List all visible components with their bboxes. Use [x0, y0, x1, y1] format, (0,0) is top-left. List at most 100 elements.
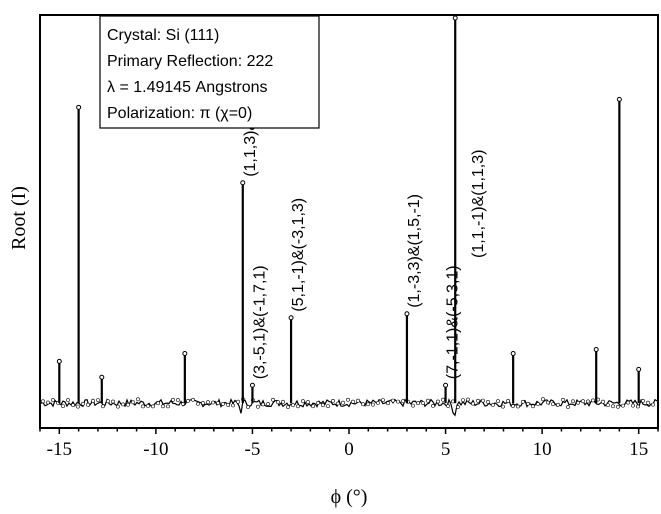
noise-point: [121, 402, 125, 407]
noise-point: [591, 398, 595, 403]
noise-point: [366, 402, 370, 407]
noise-point: [441, 397, 445, 402]
noise-point: [276, 400, 280, 405]
noise-point: [506, 399, 510, 403]
noise-point: [646, 400, 650, 405]
noise-point: [271, 397, 275, 402]
noise-point: [161, 404, 165, 409]
noise-point: [306, 400, 310, 404]
noise-point: [456, 405, 460, 409]
noise-point: [531, 404, 535, 409]
noise-point: [286, 405, 290, 409]
noise-point: [586, 399, 590, 404]
noise-point: [106, 399, 110, 404]
noise-point: [136, 397, 140, 402]
peaks: [56, 15, 642, 404]
noise-point: [491, 402, 495, 407]
peak-point: [593, 346, 599, 352]
peak-annotation: (1,-3,3)&(1,5,-1): [406, 194, 423, 308]
peak-annotations: (1,1,3)&(1,1,-1)(3,-5,1)&(-1,7,1)(5,1,-1…: [242, 68, 487, 379]
noise-point: [326, 404, 330, 409]
noise-point: [41, 399, 45, 404]
baseline-noise: [40, 397, 658, 417]
noise-point: [61, 404, 65, 409]
noise-point: [281, 399, 285, 404]
peak-point: [182, 350, 188, 356]
noise-point: [166, 404, 170, 409]
noise-point: [391, 398, 395, 403]
noise-point: [146, 403, 150, 408]
noise-point: [351, 399, 355, 404]
noise-point: [76, 404, 80, 409]
x-tick-label: -5: [245, 439, 261, 460]
info-line-2: Primary Reflection: 222: [107, 53, 273, 70]
noise-point: [211, 400, 215, 405]
noise-point: [566, 405, 570, 409]
x-tick-label: -15: [47, 439, 72, 460]
peak-point: [510, 350, 516, 356]
noise-point: [151, 404, 155, 409]
noise-point: [171, 397, 175, 402]
noise-point: [486, 399, 490, 404]
noise-point: [66, 398, 70, 402]
peak-point: [616, 96, 622, 102]
noise-point: [616, 404, 620, 409]
peak-annotation: (5,1,-1)&(-3,1,3): [290, 198, 307, 312]
peak-point: [56, 358, 62, 364]
peak-point: [636, 366, 642, 372]
noise-point: [376, 400, 380, 405]
noise-point: [551, 402, 555, 407]
peak-annotation: (1,1,-1)&(1,1,3): [470, 150, 487, 258]
peak-point: [452, 15, 458, 21]
noise-point: [371, 402, 375, 407]
noise-point: [381, 398, 385, 403]
noise-point: [541, 397, 545, 402]
noise-point: [651, 402, 655, 407]
noise-point: [176, 398, 180, 402]
x-tick-label: 0: [344, 439, 354, 460]
noise-point: [336, 401, 340, 406]
noise-point: [556, 402, 560, 407]
peak-point: [99, 374, 105, 380]
noise-point: [201, 401, 205, 405]
noise-point: [511, 404, 515, 408]
peak-point: [443, 382, 449, 388]
noise-point: [341, 400, 345, 405]
noise-point: [216, 401, 220, 405]
noise-point: [496, 399, 500, 404]
info-box: Crystal: Si (111) Primary Reflection: 22…: [99, 15, 320, 129]
peak-point: [240, 180, 246, 186]
x-tick-label: 10: [533, 439, 552, 460]
noise-point: [361, 402, 365, 407]
noise-point: [131, 400, 135, 405]
noise-point: [396, 399, 400, 404]
noise-point: [536, 402, 540, 406]
noise-point: [141, 404, 145, 409]
noise-point: [206, 400, 210, 405]
noise-point: [291, 403, 295, 408]
noise-point: [181, 401, 185, 406]
noise-point: [71, 403, 75, 408]
noise-point: [331, 398, 335, 403]
noise-point: [431, 403, 435, 408]
noise-point: [51, 398, 55, 402]
noise-point: [576, 400, 580, 405]
peak-annotation: (3,-5,1)&(-1,7,1): [251, 265, 268, 379]
noise-point: [186, 398, 190, 403]
noise-point: [246, 405, 250, 409]
info-line-1: Crystal: Si (111): [107, 27, 219, 44]
noise-point: [261, 402, 265, 407]
noise-point: [321, 403, 325, 408]
noise-point: [101, 404, 105, 409]
noise-point: [526, 401, 530, 406]
noise-point: [46, 400, 50, 405]
noise-point: [601, 399, 605, 404]
y-axis-label: Root (I): [8, 186, 30, 250]
noise-point: [621, 403, 625, 408]
noise-point: [356, 398, 360, 403]
noise-point: [481, 398, 485, 403]
noise-point: [516, 404, 520, 409]
noise-point: [196, 401, 200, 406]
noise-point: [316, 400, 320, 405]
noise-point: [256, 404, 260, 409]
